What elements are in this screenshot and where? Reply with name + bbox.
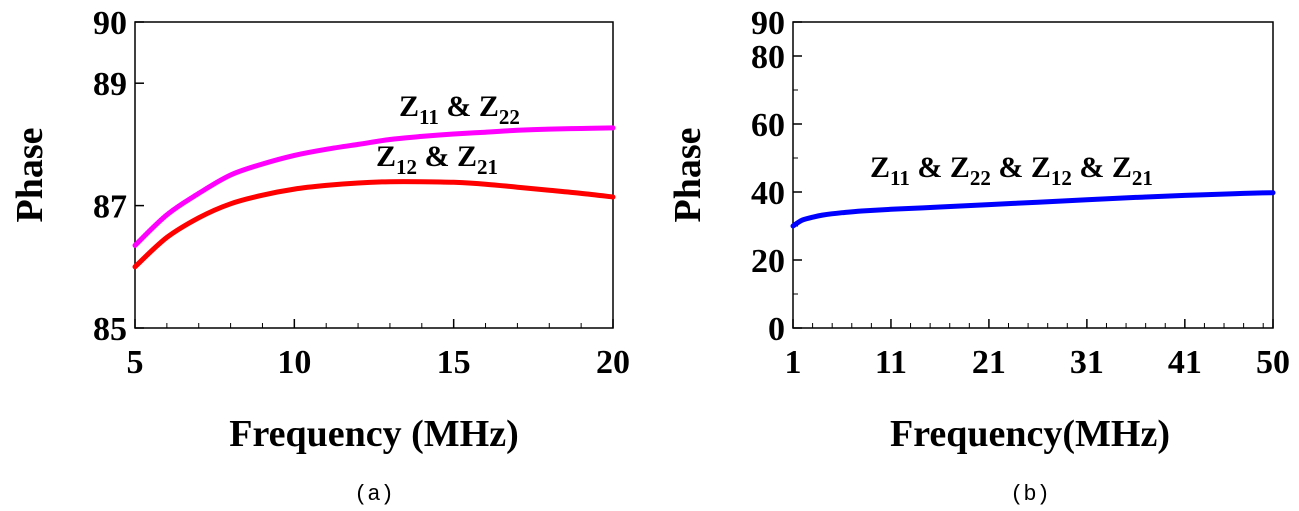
chart-a-label-z12-z21: Z12 & Z21 [376, 140, 498, 179]
chart-b-label-p6: & Z [1072, 151, 1132, 184]
chart-a-ytick-label-3: 90 [93, 5, 127, 42]
chart-a-ytick-label-2: 89 [93, 66, 127, 103]
chart-b-xtick-label-5: 50 [1256, 344, 1290, 381]
chart-b-ytick-label-4: 80 [751, 39, 785, 76]
chart-b-series-line-0 [790, 190, 1276, 229]
chart-a-ytick-label-1: 87 [93, 189, 127, 226]
chart-b-xtick-label-2: 21 [972, 344, 1006, 381]
chart-a-ylabel: Phase [9, 128, 51, 223]
chart-b-series [790, 190, 1276, 229]
chart-b-ytick-label-2: 40 [751, 175, 785, 212]
chart-b-label-p5: 12 [1051, 166, 1072, 190]
chart-a-series [132, 125, 616, 270]
chart-a-label-z12-z21-sub1: 12 [396, 155, 417, 179]
chart-b-label-p2: & Z [910, 151, 970, 184]
chart-b-label-p1: 11 [890, 166, 910, 190]
chart-b-plot-frame [792, 21, 1274, 329]
chart-a-label-z11-z22: Z11 & Z22 [399, 90, 520, 129]
chart-a-xtick-label-1: 10 [277, 344, 311, 381]
chart-b-caption: (b) [1010, 482, 1050, 507]
chart-a-caption: (a) [354, 482, 394, 507]
chart-a-plot-frame [134, 21, 614, 329]
chart-b-label-p7: 21 [1132, 166, 1153, 190]
chart-a-ticks: 5 10 15 20 85 87 89 90 [93, 5, 630, 381]
chart-b-ylabel: Phase [667, 128, 709, 223]
chart-a-label-z11-z22-sub2: 22 [499, 105, 520, 129]
chart-b-ytick-label-5: 90 [751, 5, 785, 42]
chart-b-xtick-label-4: 41 [1168, 344, 1202, 381]
chart-a-label-z11-z22-main: Z [399, 90, 419, 123]
chart-b-label-p4: & Z [991, 151, 1051, 184]
chart-b-ytick-label-1: 20 [751, 243, 785, 280]
chart-b-label-p0: Z [870, 151, 890, 184]
chart-b-label-p3: 22 [970, 166, 991, 190]
chart-a-series-line-1 [132, 179, 616, 270]
chart-a-label-z11-z22-sub1: 11 [419, 105, 439, 129]
chart-b-xtick-label-3: 31 [1070, 344, 1104, 381]
chart-b-xtick-label-1: 11 [875, 344, 907, 381]
chart-a-label-z12-z21-mid: & Z [417, 140, 477, 173]
chart-a-xtick-label-0: 5 [127, 344, 144, 381]
chart-a-xlabel: Frequency (MHz) [229, 413, 519, 455]
chart-b-xtick-label-0: 1 [785, 344, 802, 381]
chart-b-xlabel: Frequency(MHz) [890, 413, 1170, 455]
chart-a-label-z11-z22-mid: & Z [439, 90, 499, 123]
chart-b-label: Z11 & Z22 & Z12 & Z21 [870, 151, 1153, 190]
chart-a-series-line-0 [132, 125, 616, 248]
chart-b-ytick-label-0: 0 [768, 311, 785, 348]
chart-a-label-z12-z21-sub2: 21 [477, 155, 498, 179]
chart-b-ytick-label-3: 60 [751, 107, 785, 144]
chart-a-xtick-label-3: 20 [596, 344, 630, 381]
chart-a-xtick-label-2: 15 [437, 344, 471, 381]
chart-a-label-z12-z21-main: Z [376, 140, 396, 173]
chart-a-ytick-label-0: 85 [93, 311, 127, 348]
